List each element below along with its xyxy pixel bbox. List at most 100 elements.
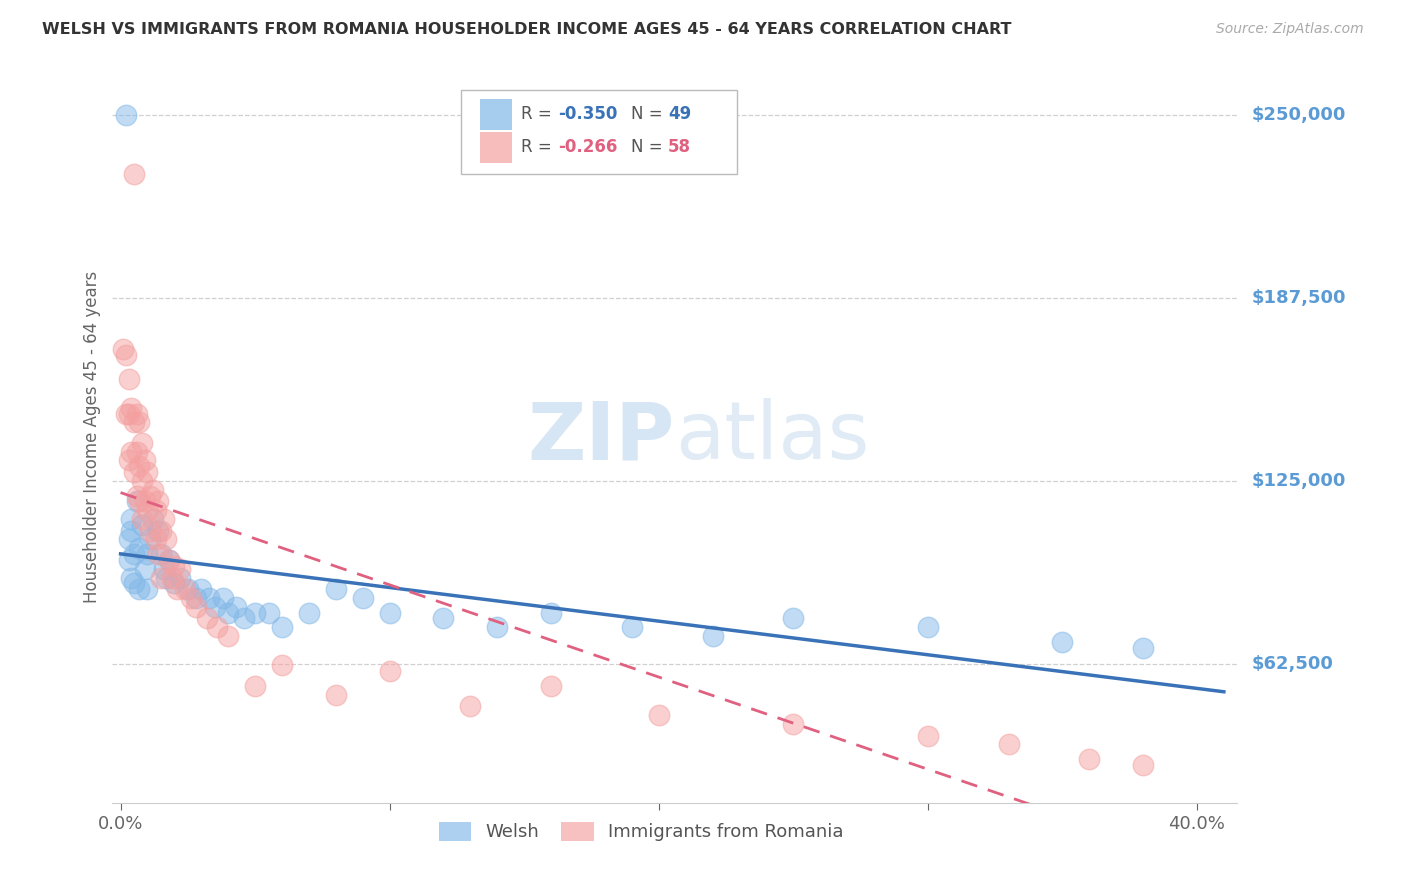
Point (648, 708, 671, 723)
Text: 58: 58 (668, 138, 692, 156)
Point (204, 599, 226, 614)
Point (122, 465, 145, 479)
Point (169, 562, 191, 576)
Point (1132, 757, 1154, 772)
Point (225, 599, 247, 614)
Point (378, 606, 401, 620)
Point (163, 558, 186, 573)
Text: -0.350: -0.350 (558, 104, 617, 123)
Point (136, 503, 159, 517)
Point (163, 576, 186, 591)
Point (142, 512, 165, 526)
Point (217, 629, 239, 643)
FancyBboxPatch shape (481, 99, 512, 130)
Point (148, 547, 170, 561)
Point (917, 620, 939, 634)
Point (782, 611, 804, 625)
Point (155, 533, 177, 547)
Point (620, 620, 643, 634)
Point (125, 444, 148, 458)
Point (257, 606, 280, 620)
Point (243, 606, 266, 620)
Point (157, 553, 180, 567)
Point (540, 679, 562, 693)
Point (702, 629, 724, 643)
Point (128, 582, 150, 597)
Point (145, 503, 167, 517)
Point (1078, 752, 1101, 766)
Point (198, 591, 221, 605)
Point (298, 606, 321, 620)
Y-axis label: Householder Income Ages 45 - 64 years: Householder Income Ages 45 - 64 years (83, 271, 101, 603)
Point (378, 664, 401, 678)
Point (120, 512, 142, 526)
Text: $125,000: $125,000 (1251, 472, 1346, 490)
Point (142, 483, 165, 497)
Point (131, 436, 153, 450)
FancyBboxPatch shape (481, 132, 512, 163)
Text: Source: ZipAtlas.com: Source: ZipAtlas.com (1216, 22, 1364, 37)
Text: $250,000: $250,000 (1251, 106, 1346, 124)
Point (136, 465, 159, 479)
Point (432, 611, 454, 625)
Point (177, 582, 200, 597)
Point (486, 620, 509, 634)
Text: 49: 49 (668, 104, 692, 123)
Point (122, 416, 145, 430)
Point (125, 407, 148, 421)
Legend: Welsh, Immigrants from Romania: Welsh, Immigrants from Romania (432, 814, 851, 848)
Point (120, 524, 142, 538)
Point (782, 716, 804, 731)
Point (120, 444, 142, 458)
Point (180, 591, 202, 605)
Point (195, 611, 218, 625)
Point (325, 582, 347, 597)
Point (134, 453, 156, 467)
Point (115, 348, 138, 362)
Point (145, 533, 167, 547)
Point (152, 512, 174, 526)
Point (117, 407, 139, 421)
Point (997, 737, 1019, 751)
Point (540, 606, 562, 620)
Point (460, 699, 482, 714)
Point (117, 553, 139, 567)
Point (120, 401, 142, 415)
Text: $62,500: $62,500 (1251, 655, 1333, 673)
Text: ZIP: ZIP (527, 398, 675, 476)
Text: $187,500: $187,500 (1251, 289, 1346, 307)
Point (217, 606, 239, 620)
Point (160, 570, 183, 584)
Point (148, 494, 170, 508)
Point (155, 570, 177, 584)
Point (149, 570, 172, 584)
Point (139, 533, 162, 547)
Point (152, 562, 174, 576)
Text: N =: N = (631, 138, 668, 156)
Point (166, 582, 188, 597)
Point (134, 562, 156, 576)
Text: R =: R = (520, 104, 557, 123)
Point (112, 343, 135, 357)
Point (184, 591, 207, 605)
Point (1052, 635, 1074, 649)
Point (128, 494, 150, 508)
Point (128, 541, 150, 556)
Text: -0.266: -0.266 (558, 138, 617, 156)
Point (122, 547, 145, 561)
Text: WELSH VS IMMIGRANTS FROM ROMANIA HOUSEHOLDER INCOME AGES 45 - 64 YEARS CORRELATI: WELSH VS IMMIGRANTS FROM ROMANIA HOUSEHO… (42, 22, 1012, 37)
Point (139, 489, 162, 503)
FancyBboxPatch shape (461, 90, 737, 174)
Point (128, 416, 150, 430)
Point (122, 576, 145, 591)
Point (120, 570, 142, 584)
Point (136, 547, 159, 561)
Point (325, 688, 347, 702)
Point (117, 533, 139, 547)
Point (211, 591, 233, 605)
Point (243, 679, 266, 693)
Point (169, 570, 191, 584)
Point (134, 494, 156, 508)
Point (117, 453, 139, 467)
Point (131, 517, 153, 532)
